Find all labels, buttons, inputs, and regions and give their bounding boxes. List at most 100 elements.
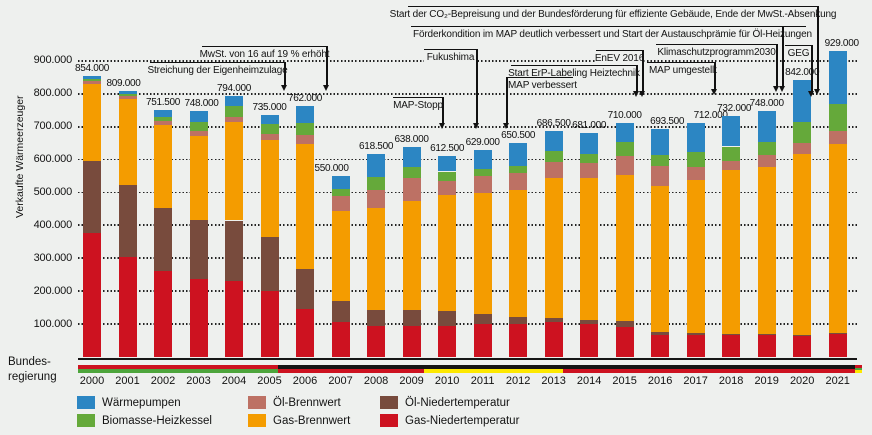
bar-segment-2006 xyxy=(296,106,315,123)
bar-total-label: 854.000 xyxy=(74,63,110,75)
bar-segment-2013 xyxy=(544,151,563,163)
bar-segment-2014 xyxy=(580,133,599,154)
bar-segment-2013 xyxy=(544,322,563,357)
bar-segment-2011 xyxy=(473,193,492,314)
bar-segment-2008 xyxy=(367,176,386,190)
government-stripe xyxy=(78,365,278,369)
bar-segment-2000 xyxy=(83,84,101,162)
legend-swatch xyxy=(248,396,266,409)
year-label: 2014 xyxy=(576,375,602,387)
annotation-overline xyxy=(647,62,715,64)
bar-segment-2015 xyxy=(615,156,634,176)
bar-segment-2003 xyxy=(189,130,208,136)
bar-total-label: 748.000 xyxy=(184,97,219,109)
legend-label: Gas-Brennwert xyxy=(273,414,351,427)
y-tick-label: 100.000 xyxy=(33,317,73,330)
bar-segment-2011 xyxy=(473,168,492,176)
bar-segment-2019 xyxy=(757,110,776,143)
bar-segment-2013 xyxy=(544,317,563,323)
bar-segment-2021 xyxy=(828,51,847,105)
bar-segment-2000 xyxy=(83,233,101,357)
bar-total-label: 762.000 xyxy=(288,93,323,105)
bar-segment-2005 xyxy=(260,139,279,237)
bar-total-label: 693.500 xyxy=(650,115,685,127)
bar-total-label: 638.000 xyxy=(394,134,429,146)
bar-segment-2010 xyxy=(438,180,457,195)
year-label: 2007 xyxy=(328,375,353,387)
bar-segment-2008 xyxy=(367,208,386,310)
bar-segment-2005 xyxy=(260,115,279,125)
y-tick-label: 800.000 xyxy=(33,87,73,100)
annotation-connector xyxy=(642,50,644,92)
year-label: 2003 xyxy=(186,375,211,387)
bar-segment-2018 xyxy=(722,335,741,357)
bar-total-label: 712.000 xyxy=(693,109,728,121)
annotation-label: MAP umgestellt xyxy=(647,64,719,76)
annotation-overline xyxy=(506,77,573,79)
annotation-arrow-down xyxy=(632,91,639,97)
government-stripe xyxy=(424,365,563,369)
bar-total-label: 748.000 xyxy=(749,97,784,109)
bar-total-label: 842.000 xyxy=(785,67,820,79)
year-label: 2021 xyxy=(825,375,850,387)
bar-segment-2000 xyxy=(83,81,101,84)
legend-label: Biomasse-Heizkessel xyxy=(102,414,212,427)
bar-segment-2017 xyxy=(686,122,705,153)
bar-segment-2017 xyxy=(686,332,705,335)
government-stripe xyxy=(78,368,278,373)
government-stripe xyxy=(278,368,424,373)
legend-swatch xyxy=(77,396,95,409)
bar-segment-2019 xyxy=(757,333,776,336)
bar-segment-2012 xyxy=(509,316,528,325)
government-segment-schwarz-rot xyxy=(278,365,424,373)
annotation-overline xyxy=(411,26,806,28)
gridline-600.000 xyxy=(78,158,857,161)
bar-segment-2008 xyxy=(367,325,386,357)
year-label: 2000 xyxy=(79,375,105,387)
year-label: 2004 xyxy=(221,375,247,387)
annotation-connector xyxy=(506,77,508,124)
bar-segment-2002 xyxy=(154,125,173,209)
bar-segment-2003 xyxy=(189,219,208,280)
annotation-connector xyxy=(817,6,819,90)
bar-segment-2021 xyxy=(828,143,847,333)
annotation-arrow-down xyxy=(472,123,479,129)
year-label: 2009 xyxy=(399,375,424,387)
bar-segment-2020 xyxy=(793,80,812,122)
legend-item: Gas-Niedertemperatur xyxy=(380,414,519,427)
bar-segment-2008 xyxy=(367,189,386,208)
bar-segment-2016 xyxy=(651,185,670,333)
bar-segment-2002 xyxy=(154,208,173,271)
annotation-label: Start der CO₂-Bepreisung und der Bundesf… xyxy=(389,8,837,20)
bar-segment-2017 xyxy=(686,166,705,181)
y-tick-label: 300.000 xyxy=(33,251,73,264)
bar-segment-2000 xyxy=(83,79,101,82)
bar-segment-2019 xyxy=(757,166,776,334)
annotation-label: GEG xyxy=(785,47,812,59)
bar-segment-2004 xyxy=(225,117,244,123)
annotation-arrow-down xyxy=(710,89,717,95)
legend-swatch xyxy=(248,414,266,427)
bar-total-label: 650.500 xyxy=(501,130,536,142)
y-tick-label: 700.000 xyxy=(33,120,73,133)
legend-item: Wärmepumpen xyxy=(77,396,181,409)
bar-segment-2020 xyxy=(793,142,812,154)
legend-swatch xyxy=(380,414,398,427)
bar-segment-2008 xyxy=(367,309,386,326)
bar-total-label: 618.500 xyxy=(359,140,394,152)
bar-segment-2003 xyxy=(189,135,208,220)
bar-segment-2001 xyxy=(118,256,137,357)
bar-segment-2005 xyxy=(260,236,279,292)
bar-segment-2012 xyxy=(509,324,528,357)
bar-segment-2007 xyxy=(331,210,350,301)
bar-segment-2019 xyxy=(757,335,776,357)
annotation-overline xyxy=(424,49,477,51)
bar-segment-2001 xyxy=(118,90,137,94)
year-label: 2016 xyxy=(647,375,673,387)
bar-segment-2004 xyxy=(225,122,244,221)
bar-segment-2010 xyxy=(438,194,457,311)
bar-segment-2006 xyxy=(296,308,315,357)
bar-total-label: 629.000 xyxy=(465,137,500,149)
bar-segment-2006 xyxy=(296,143,315,269)
bar-segment-2019 xyxy=(757,142,776,156)
